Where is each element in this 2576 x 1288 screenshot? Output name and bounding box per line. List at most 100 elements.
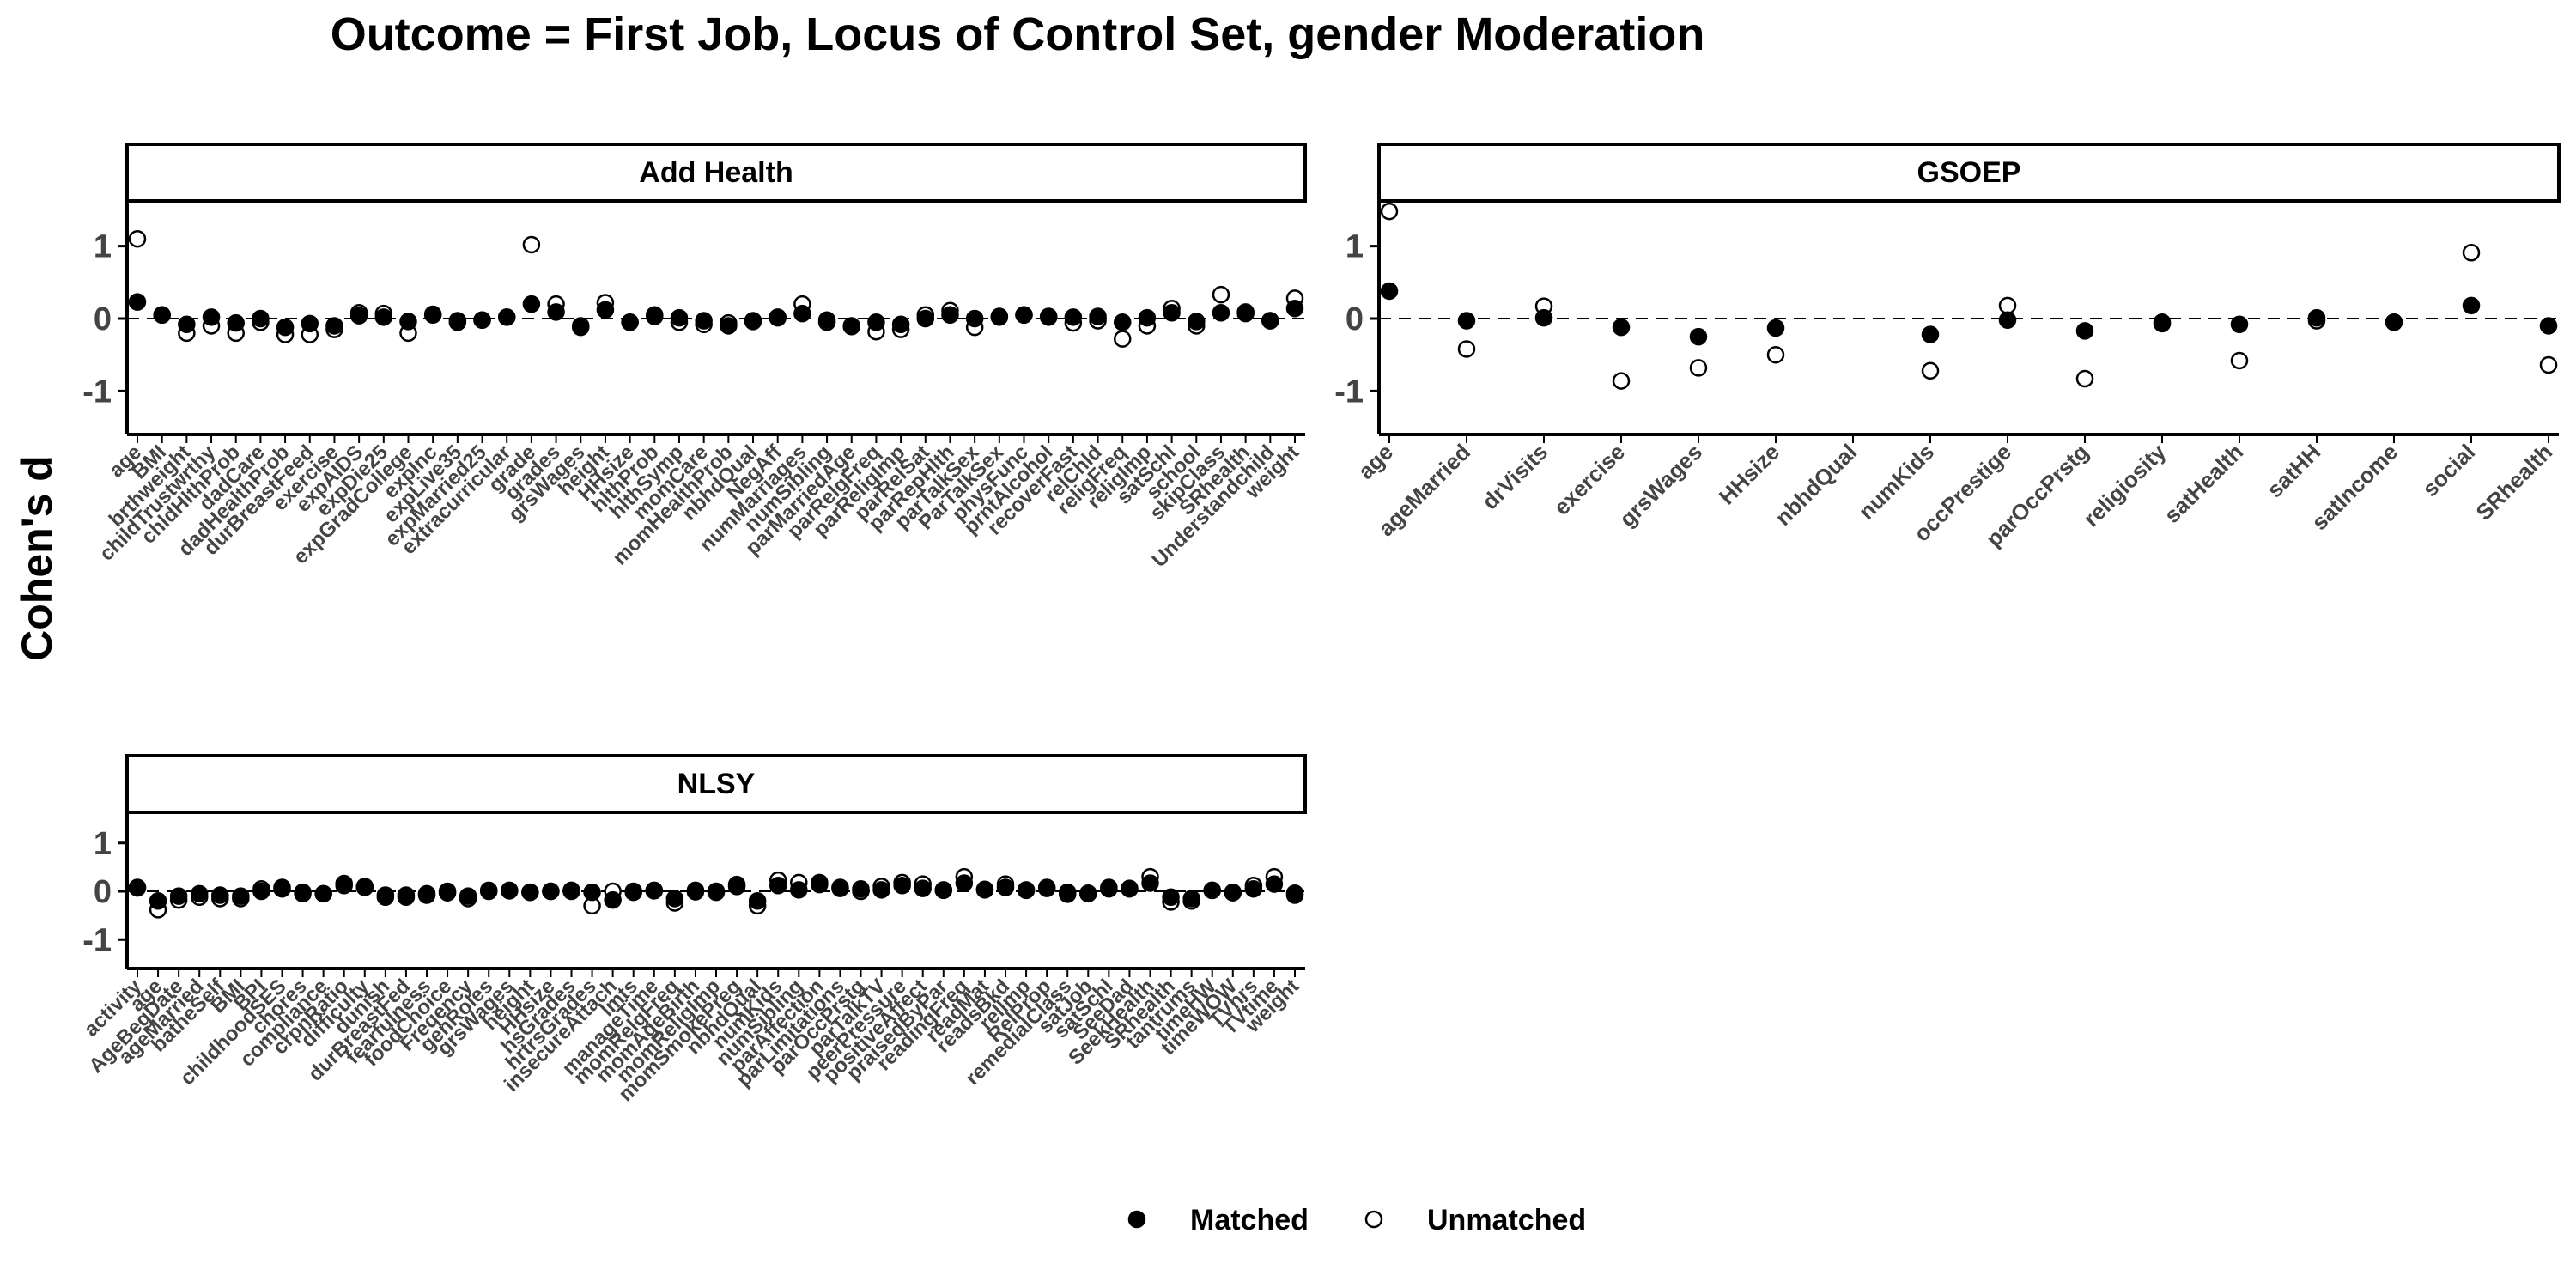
data-point-matched xyxy=(128,878,147,897)
data-point-matched xyxy=(975,881,994,899)
data-point-matched xyxy=(1039,308,1058,326)
data-point-matched xyxy=(349,307,368,325)
data-point-matched xyxy=(867,313,885,331)
data-point-matched xyxy=(941,306,959,325)
data-point-matched xyxy=(720,317,738,335)
data-point-matched xyxy=(562,882,580,901)
data-point-matched xyxy=(399,313,417,331)
data-point-matched xyxy=(1285,299,1304,318)
data-point-matched xyxy=(314,884,332,903)
data-point-matched xyxy=(2385,313,2403,331)
data-point-matched xyxy=(990,308,1009,326)
y-tick-label: 1 xyxy=(94,229,112,265)
data-point-matched xyxy=(1182,890,1200,908)
y-tick-label: 1 xyxy=(94,826,112,862)
data-point-matched xyxy=(621,313,639,331)
panel-title: Add Health xyxy=(639,156,793,189)
data-point-matched xyxy=(1121,879,1139,898)
panel-title: NLSY xyxy=(677,768,756,800)
data-point-matched xyxy=(1113,313,1132,331)
data-point-unmatched xyxy=(2075,369,2094,388)
data-point-matched xyxy=(325,317,343,335)
panel-title: GSOEP xyxy=(1917,156,2021,189)
data-point-unmatched xyxy=(2462,243,2481,262)
data-point-matched xyxy=(893,877,911,895)
data-point-matched xyxy=(522,295,541,313)
data-point-matched xyxy=(252,309,270,328)
data-point-matched xyxy=(273,879,291,898)
y-tick-label: -1 xyxy=(1334,374,1364,410)
data-point-matched xyxy=(1100,879,1118,898)
data-point-unmatched xyxy=(522,235,541,254)
data-point-matched xyxy=(965,309,984,328)
legend-item-unmatched: Unmatched xyxy=(1364,1204,1586,1236)
data-point-matched xyxy=(376,886,395,904)
y-tick-label: 0 xyxy=(1346,301,1364,337)
data-point-matched xyxy=(1138,308,1157,327)
x-tick-label: age xyxy=(1352,439,1398,484)
data-point-matched xyxy=(790,881,808,899)
data-point-matched xyxy=(811,875,829,894)
x-tick-label: drVisits xyxy=(1477,439,1552,514)
data-point-matched xyxy=(604,890,622,909)
x-tick-label: social xyxy=(2417,439,2480,501)
data-point-matched xyxy=(227,313,245,332)
panel-strip xyxy=(125,143,1307,203)
data-point-matched xyxy=(1689,327,1708,346)
data-point-unmatched xyxy=(2230,351,2249,370)
data-point-matched xyxy=(914,879,932,897)
data-point-matched xyxy=(872,881,890,899)
legend-label: Matched xyxy=(1190,1204,1309,1236)
data-point-matched xyxy=(2307,308,2326,327)
data-point-unmatched xyxy=(1612,372,1631,390)
data-point-matched xyxy=(955,874,974,892)
data-point-matched xyxy=(670,308,689,327)
data-point-matched xyxy=(793,304,811,323)
data-point-matched xyxy=(497,308,516,326)
y-tick-label: 0 xyxy=(94,874,112,910)
data-point-matched xyxy=(831,878,849,896)
data-point-matched xyxy=(645,882,664,900)
data-point-matched xyxy=(1015,306,1033,325)
data-point-unmatched xyxy=(128,229,147,248)
data-point-matched xyxy=(744,313,762,331)
y-tick-label: -1 xyxy=(82,922,112,958)
panel-strip xyxy=(1377,143,2561,203)
data-point-matched xyxy=(1141,874,1159,892)
data-point-matched xyxy=(727,878,746,896)
data-point-matched xyxy=(202,308,221,326)
y-tick-label: 0 xyxy=(94,301,112,337)
data-point-matched xyxy=(1265,875,1284,893)
data-point-unmatched xyxy=(1921,361,1940,380)
data-point-matched xyxy=(624,883,642,902)
data-point-matched xyxy=(479,881,498,900)
data-point-matched xyxy=(1203,881,1221,900)
data-point-matched xyxy=(596,301,615,319)
data-point-matched xyxy=(1224,884,1242,902)
data-point-matched xyxy=(169,887,188,905)
data-point-matched xyxy=(1064,308,1083,326)
data-point-matched xyxy=(178,315,196,333)
data-point-unmatched xyxy=(1998,296,2017,315)
legend: Matched Unmatched xyxy=(1127,1204,1586,1236)
legend-marker xyxy=(1127,1210,1146,1229)
data-point-matched xyxy=(459,887,477,905)
data-point-matched xyxy=(1163,304,1181,322)
data-point-unmatched xyxy=(2539,355,2558,374)
data-point-matched xyxy=(748,892,767,910)
data-point-matched xyxy=(646,307,664,325)
x-tick-label: SRhealth xyxy=(2470,439,2557,526)
data-point-matched xyxy=(355,878,374,896)
data-point-unmatched xyxy=(1457,340,1476,358)
data-point-matched xyxy=(842,318,860,336)
data-point-matched xyxy=(542,882,560,901)
data-point-matched xyxy=(1457,312,1476,330)
data-point-matched xyxy=(1089,307,1107,325)
data-point-matched xyxy=(1766,319,1785,337)
data-point-matched xyxy=(547,303,565,321)
data-point-unmatched xyxy=(1689,359,1708,377)
panels: Add Health-101ageBMIbrthweightchildTrust… xyxy=(80,143,2561,1106)
data-point-matched xyxy=(1380,282,1399,301)
data-point-matched xyxy=(438,882,457,901)
